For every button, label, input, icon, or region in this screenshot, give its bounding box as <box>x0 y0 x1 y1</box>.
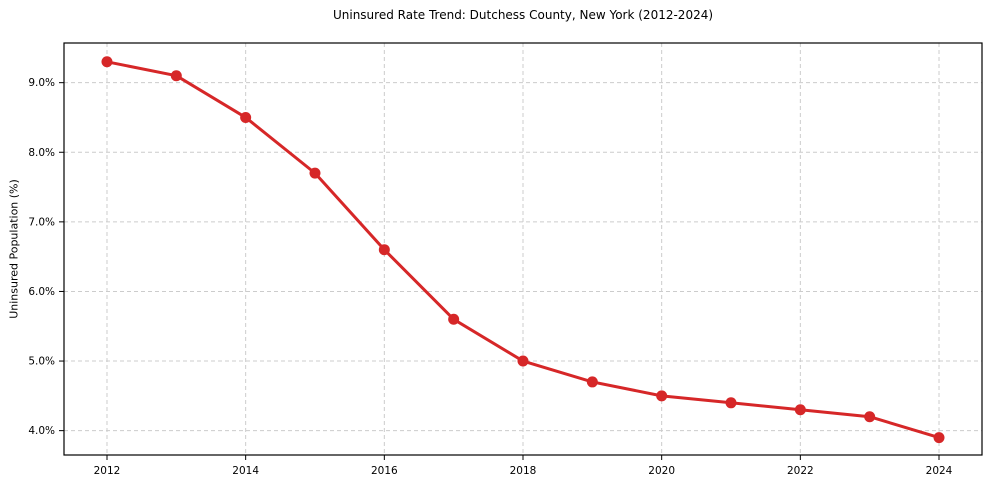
data-point <box>586 376 598 388</box>
data-point <box>309 167 321 179</box>
data-point <box>517 355 529 367</box>
data-point <box>240 111 252 123</box>
data-point <box>794 404 806 416</box>
data-point <box>864 411 876 423</box>
data-point <box>933 432 945 444</box>
data-point <box>448 313 460 325</box>
data-point <box>170 70 182 82</box>
plot-border <box>63 42 983 456</box>
y-tick-label: 7.0% <box>28 216 55 228</box>
x-tick-label: 2020 <box>648 465 675 477</box>
y-tick-label: 9.0% <box>28 77 55 89</box>
data-point <box>725 397 737 409</box>
y-tick-label: 4.0% <box>28 425 55 437</box>
y-tick-label: 5.0% <box>28 356 55 368</box>
y-tick-label: 8.0% <box>28 147 55 159</box>
x-tick-label: 2016 <box>371 465 398 477</box>
y-tick-label: 6.0% <box>28 286 55 298</box>
data-point <box>378 244 390 256</box>
x-tick-label: 2024 <box>926 465 953 477</box>
x-tick-label: 2018 <box>510 465 537 477</box>
x-tick-label: 2014 <box>232 465 259 477</box>
data-point <box>101 56 113 68</box>
x-tick-label: 2022 <box>787 465 814 477</box>
chart-title: Uninsured Rate Trend: Dutchess County, N… <box>332 8 714 22</box>
x-tick-label: 2012 <box>94 465 121 477</box>
data-point <box>656 390 668 402</box>
